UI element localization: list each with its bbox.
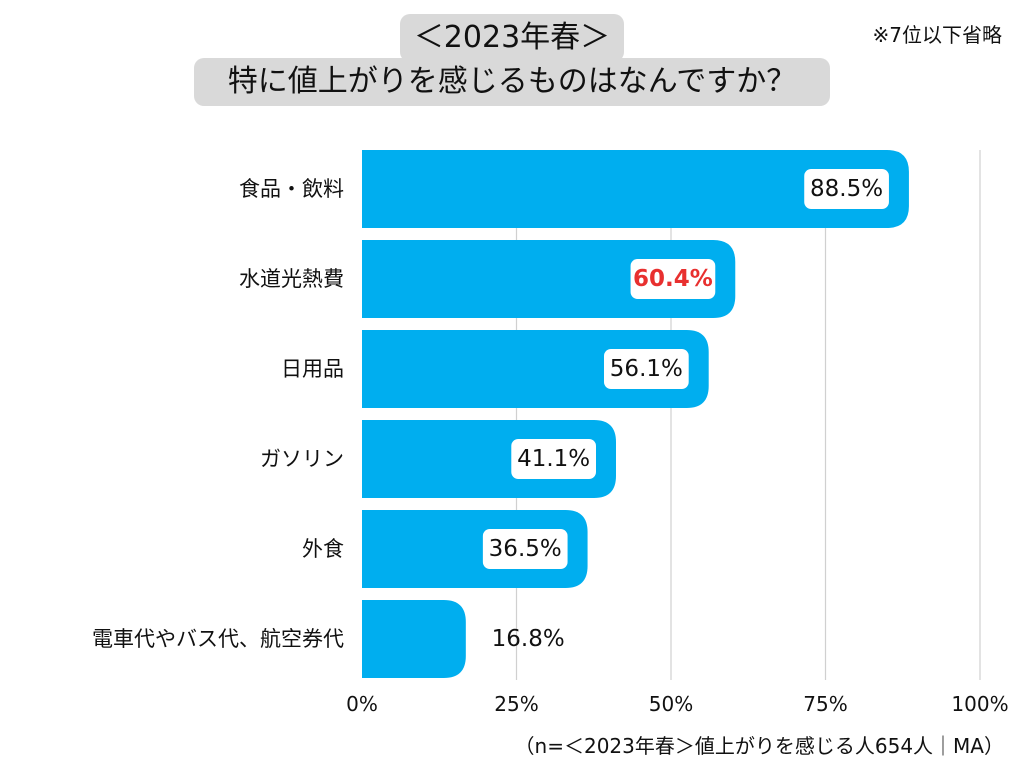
value-label-4: 41.1% bbox=[517, 446, 590, 472]
category-label-1: 食品・飲料 bbox=[239, 177, 344, 201]
sample-size-footnote: （n=＜2023年春＞値上がりを感じる人654人｜MA） bbox=[514, 734, 1004, 758]
category-label-3: 日用品 bbox=[281, 357, 344, 381]
bar-1 bbox=[362, 150, 909, 228]
value-label-box-4 bbox=[511, 439, 596, 479]
x-tick-labels: 0% 25% 50% 75% 100% bbox=[346, 692, 1008, 716]
value-label-1: 88.5% bbox=[810, 176, 883, 202]
bars bbox=[362, 150, 909, 678]
value-label-3: 56.1% bbox=[610, 356, 683, 382]
value-label-box-3 bbox=[603, 349, 689, 389]
x-tick-label-100: 100% bbox=[951, 692, 1008, 716]
x-tick-label-0: 0% bbox=[346, 692, 378, 716]
bar-6 bbox=[362, 600, 466, 678]
category-label-5: 外食 bbox=[302, 537, 344, 561]
value-label-box-1 bbox=[804, 169, 889, 209]
x-tick-label-75: 75% bbox=[803, 692, 847, 716]
gridlines bbox=[515, 150, 981, 680]
omission-note: ※7位以下省略 bbox=[872, 23, 1002, 47]
chart-title-line-1: ＜2023年春＞ bbox=[400, 14, 624, 62]
value-label-box-2 bbox=[630, 259, 716, 299]
category-label-6: 電車代やバス代、航空券代 bbox=[92, 627, 344, 651]
x-tick-label-25: 25% bbox=[494, 692, 538, 716]
value-label-2: 60.4% bbox=[633, 266, 713, 292]
chart-title-line-2: 特に値上がりを感じるものはなんですか？ bbox=[194, 58, 830, 106]
value-label-6: 16.8% bbox=[492, 626, 565, 652]
value-labels: 88.5% 60.4% 56.1% 41.1% 36.5% 16.8% bbox=[482, 169, 889, 652]
category-label-4: ガソリン bbox=[260, 447, 344, 471]
value-label-5: 36.5% bbox=[489, 536, 562, 562]
category-label-2: 水道光熱費 bbox=[239, 267, 344, 291]
x-tick-label-50: 50% bbox=[649, 692, 693, 716]
value-label-box-5 bbox=[482, 529, 568, 569]
